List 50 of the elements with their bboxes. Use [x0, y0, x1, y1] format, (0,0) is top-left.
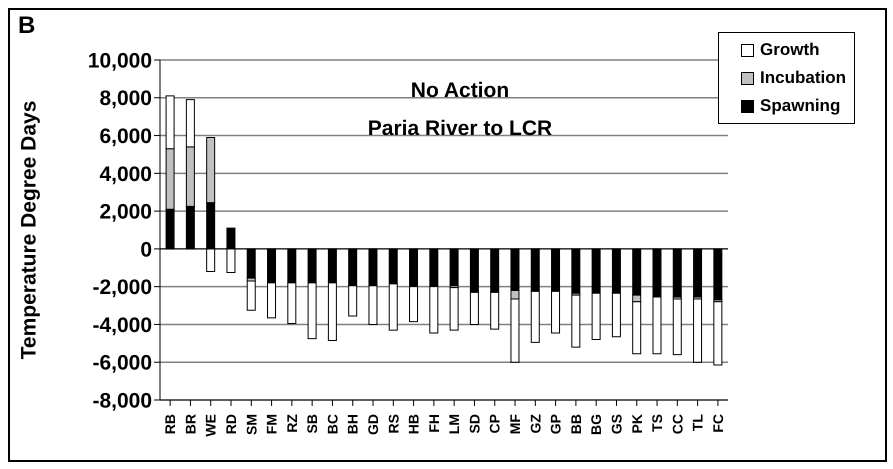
- x-tick-label: MF: [507, 414, 524, 434]
- x-tick-label: SM: [243, 414, 260, 435]
- y-tick-label: 4,000: [99, 162, 152, 186]
- x-tick-label: TS: [649, 414, 666, 432]
- x-tick-label: LM: [446, 414, 462, 434]
- y-tick-label: -6,000: [92, 352, 152, 375]
- annotation: No Action: [410, 78, 510, 104]
- text: B: [18, 12, 36, 40]
- y-tick-label: 0: [140, 238, 152, 262]
- x-tick-label: RB: [162, 414, 178, 434]
- x-tick-label: BB: [568, 414, 584, 434]
- legend-label: Growth: [760, 39, 820, 61]
- bar: [450, 287, 459, 331]
- legend-label: Spawning: [760, 95, 840, 117]
- x-tick-label: FC: [710, 414, 726, 433]
- x-tick-label: SD: [466, 414, 482, 434]
- bar: [713, 301, 722, 366]
- x-tick-label: HB: [406, 414, 422, 434]
- x-tick-label: WE: [202, 414, 219, 437]
- x-tick-label: GD: [365, 414, 382, 435]
- x-tick-label: GS: [608, 414, 624, 434]
- x-tick-label: RS: [385, 414, 402, 434]
- legend-label: Incubation: [760, 67, 846, 89]
- x-tick-label: BC: [324, 414, 340, 434]
- bar: [246, 280, 256, 311]
- x-tick-label: BG: [588, 414, 604, 435]
- x-tick-label: FH: [426, 414, 442, 433]
- bar: [672, 298, 682, 356]
- x-tick-label: FM: [264, 414, 280, 434]
- x-tick-label: BR: [182, 414, 198, 434]
- x-tick-label: GZ: [527, 414, 544, 434]
- x-tick-label: CC: [669, 414, 686, 434]
- x-tick-label: PK: [628, 414, 645, 434]
- x-tick-label: CP: [486, 414, 503, 434]
- annotation: Paria River to LCR: [366, 116, 554, 142]
- x-tick-label: BH: [344, 414, 361, 434]
- y-tick-label: 10,000: [88, 49, 152, 72]
- x-tick-label: TL: [690, 414, 706, 432]
- x-tick-label: SB: [304, 414, 320, 434]
- y-tick-label: -8,000: [92, 389, 152, 412]
- x-tick-label: GP: [548, 414, 564, 434]
- y-tick-label: 6,000: [99, 125, 152, 148]
- y-tick-label: -4,000: [92, 314, 152, 337]
- bar: [693, 298, 702, 363]
- x-tick-label: RZ: [284, 414, 300, 433]
- y-axis-title: Temperature Degree Days: [17, 100, 40, 360]
- y-tick-label: 2,000: [99, 200, 152, 224]
- x-tick-label: RD: [223, 414, 240, 434]
- y-tick-label: 8,000: [99, 87, 152, 110]
- y-tick-label: -2,000: [92, 276, 152, 300]
